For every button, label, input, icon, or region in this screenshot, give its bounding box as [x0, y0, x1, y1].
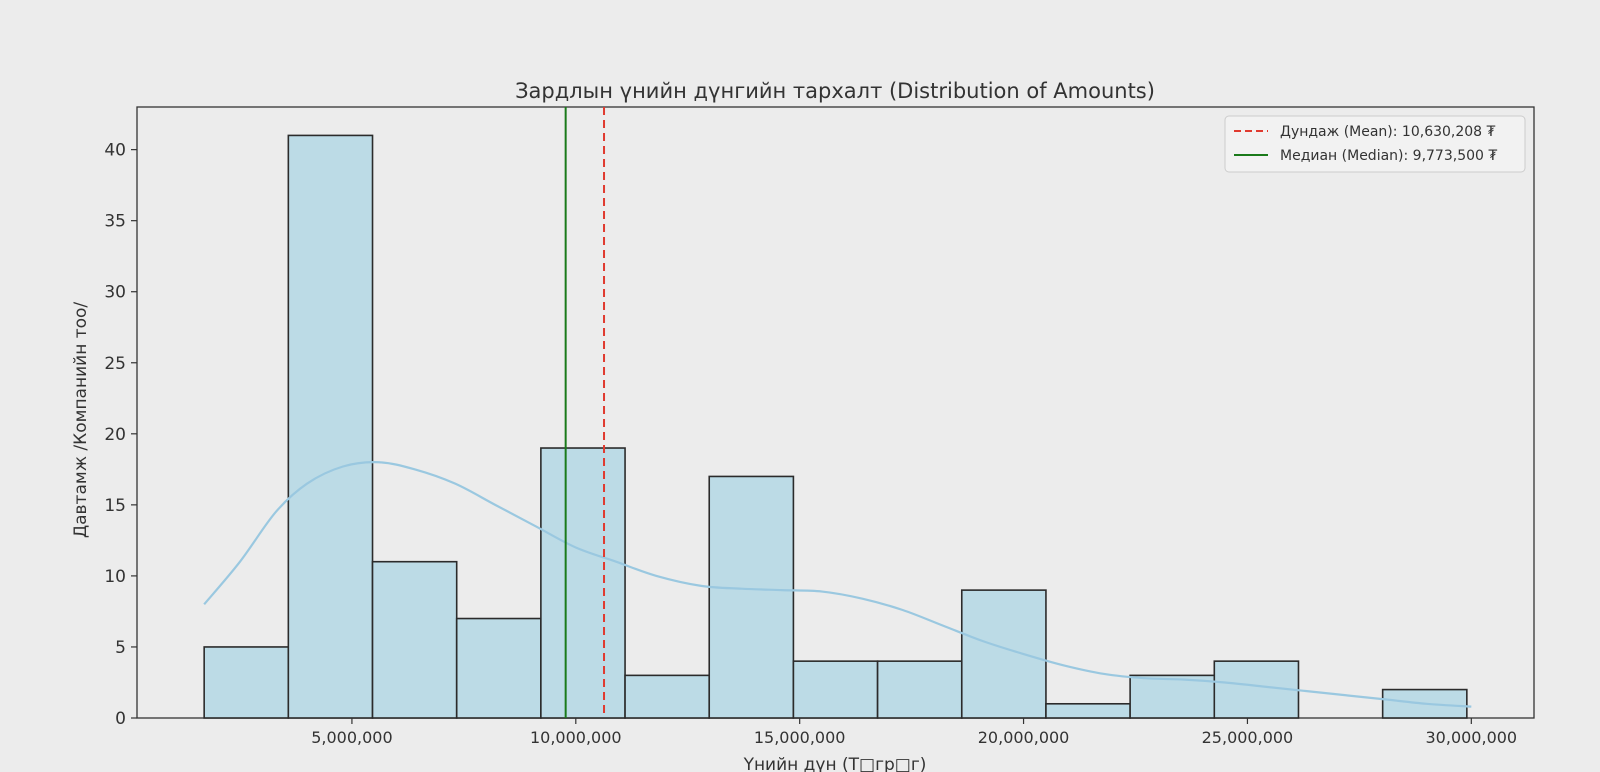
histogram-bar: [455, 617, 542, 719]
legend: Дундаж (Mean): 10,630,208 ₮ Медиан (Media…: [1224, 115, 1526, 173]
legend-median-label: Медиан (Median): 9,773,500 ₮: [1280, 148, 1497, 164]
histogram-bar: [960, 589, 1047, 719]
y-axis: 0 5 10 15 20 25 30 35 40: [104, 141, 137, 729]
y-tick-label: 5: [115, 638, 126, 658]
histogram-bars: [203, 134, 1468, 719]
x-tick-label: 20,000,000: [978, 728, 1070, 747]
y-axis-label: Давтамж /Компанийн тоо/: [71, 302, 91, 539]
histogram-bar: [624, 674, 711, 719]
histogram-bar: [792, 660, 879, 719]
histogram-bar: [203, 646, 290, 719]
histogram-bar: [876, 660, 963, 719]
y-tick-label: 30: [104, 283, 126, 303]
y-tick-label: 0: [115, 709, 126, 729]
y-tick-label: 40: [104, 141, 126, 161]
kde-curve: [203, 461, 1472, 708]
histogram-bar: [1129, 674, 1216, 719]
y-tick-label: 10: [104, 567, 126, 587]
y-tick-label: 25: [104, 354, 126, 374]
legend-box: [1224, 115, 1526, 173]
histogram-bar: [708, 475, 795, 719]
y-tick-label: 35: [104, 212, 126, 232]
y-tick-label: 15: [104, 496, 126, 516]
x-axis-label: Үнийн дүн (Т□гр□г): [743, 755, 927, 772]
x-tick-label: 30,000,000: [1426, 728, 1518, 747]
histogram-bar: [287, 134, 374, 719]
chart-title: Зардлын үнийн дүнгийн тархалт (Distribut…: [515, 79, 1155, 103]
x-tick-label: 25,000,000: [1202, 728, 1294, 747]
x-tick-label: 15,000,000: [754, 728, 846, 747]
x-tick-label: 5,000,000: [311, 728, 392, 747]
histogram-bar: [540, 447, 626, 719]
x-tick-label: 10,000,000: [530, 728, 622, 747]
x-axis: 5,000,000 10,000,000 15,000,000 20,000,000 2…: [311, 718, 1517, 747]
histogram-bar: [371, 560, 458, 719]
legend-mean-label: Дундаж (Mean): 10,630,208 ₮: [1280, 124, 1496, 140]
y-tick-label: 20: [104, 425, 126, 445]
histogram-bar: [1045, 702, 1131, 719]
reference-lines: [564, 107, 606, 718]
